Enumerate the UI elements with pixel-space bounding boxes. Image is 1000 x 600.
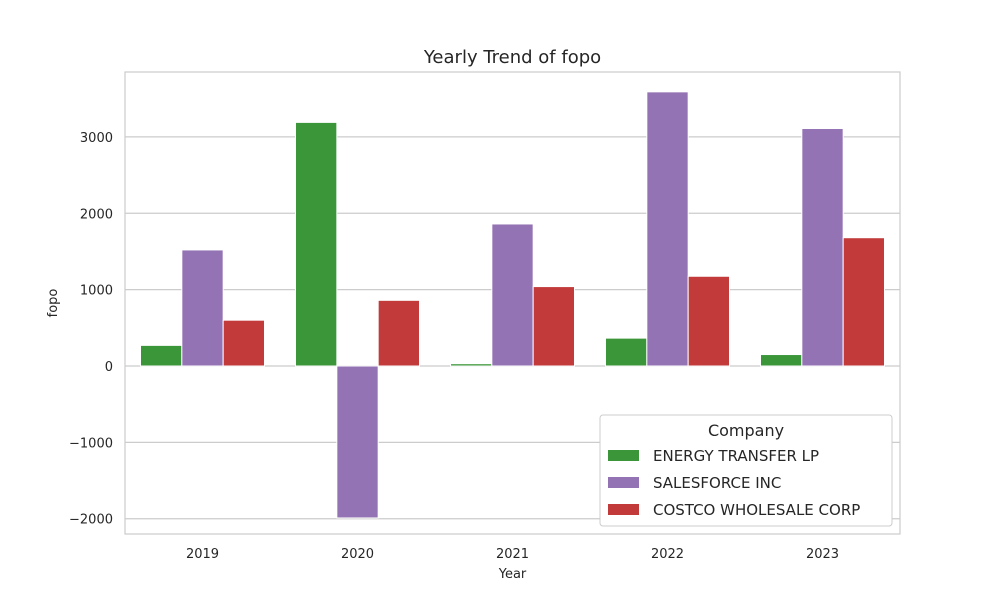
legend-swatch <box>608 477 639 488</box>
plot-frame <box>124 71 901 535</box>
y-tick-label: 2000 <box>80 207 113 222</box>
bar <box>801 128 844 367</box>
x-tick-label: 2021 <box>496 547 529 562</box>
bar <box>181 249 224 367</box>
x-tick-label: 2023 <box>806 547 839 562</box>
x-tick-label: 2019 <box>186 547 219 562</box>
bar <box>646 91 689 367</box>
bars <box>140 91 886 519</box>
bar <box>760 354 803 367</box>
legend-items: ENERGY TRANSFER LP SALESFORCE INC COSTCO W… <box>608 447 860 519</box>
legend-label: COSTCO WHOLESALE CORP <box>653 501 860 519</box>
bar <box>532 286 576 367</box>
y-tick-label: 3000 <box>80 131 113 146</box>
bar <box>450 363 493 367</box>
legend-swatch <box>608 450 639 461</box>
bar <box>605 337 648 367</box>
bar <box>295 121 338 367</box>
y-tick-label: 1000 <box>80 284 113 299</box>
bar <box>687 275 731 367</box>
bar <box>222 319 266 367</box>
bar <box>491 223 534 367</box>
bar <box>377 299 420 367</box>
y-axis-label: fopo <box>46 289 61 318</box>
chart-title: Yearly Trend of fopo <box>423 47 601 68</box>
legend-label: ENERGY TRANSFER LP <box>653 447 819 465</box>
y-tick-labels: −2000 −1000 0 1000 2000 3000 <box>69 131 113 528</box>
bar <box>842 237 886 367</box>
legend-title: Company <box>708 421 784 440</box>
legend-swatch <box>608 504 639 515</box>
bar <box>336 365 379 519</box>
x-tick-labels: 2019 2020 2021 2022 2023 <box>186 547 839 562</box>
legend: Company ENERGY TRANSFER LP SALESFORCE INC… <box>599 414 893 527</box>
x-tick-label: 2020 <box>341 547 374 562</box>
y-tick-label: 0 <box>105 360 113 375</box>
y-tick-label: −2000 <box>69 513 113 528</box>
y-tick-label: −1000 <box>69 436 113 451</box>
x-axis-label: Year <box>498 567 527 582</box>
legend-label: SALESFORCE INC <box>653 474 781 492</box>
legend-box <box>599 414 893 527</box>
bar <box>140 344 183 367</box>
x-tick-label: 2022 <box>651 547 684 562</box>
